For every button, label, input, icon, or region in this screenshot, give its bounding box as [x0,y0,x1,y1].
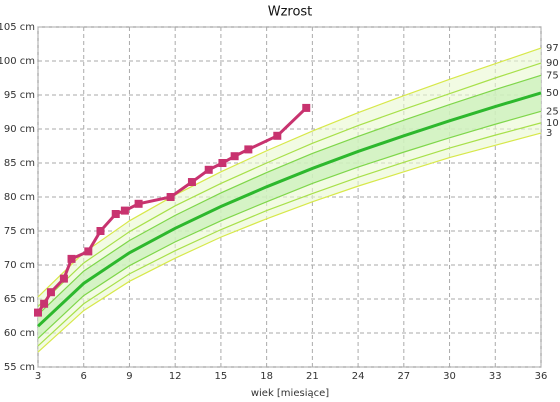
x-tick-label: 36 [535,371,548,382]
measurement-point [96,227,105,235]
y-tick-label: 70 cm [4,260,35,271]
percentile-label: 90 [546,58,559,69]
measurement-point [244,145,253,154]
percentile-band [38,48,541,353]
x-tick-label: 9 [126,371,132,382]
x-axis-label: wiek [miesiące] [251,388,329,399]
x-tick-label: 18 [260,371,273,382]
measurement-point [204,165,213,174]
x-tick-label: 21 [306,371,319,382]
x-tick-label: 12 [169,371,182,382]
x-tick-label: 15 [215,371,228,382]
measurement-point [84,247,93,256]
y-tick-label: 55 cm [4,362,35,373]
measurement-point [40,299,49,308]
y-tick-label: 60 cm [4,328,35,339]
y-tick-label: 90 cm [4,124,35,135]
y-tick-label: 65 cm [4,294,35,305]
measurement-point [34,308,42,317]
y-tick-label: 85 cm [4,158,35,169]
percentile-line [37,74,542,316]
y-tick-label: 80 cm [4,192,35,203]
percentile-line [37,132,542,353]
x-tick-label: 30 [443,371,456,382]
measurement-point [111,210,120,218]
x-tick-label: 6 [81,371,87,382]
measurement-point [134,199,143,208]
y-tick-label: 75 cm [4,226,35,237]
y-tick-label: 95 cm [4,90,35,101]
percentile-label: 97 [546,43,559,54]
measurement-point [302,103,311,112]
percentile-line [36,91,542,328]
percentile-line [37,110,542,339]
measurement-point [67,254,76,263]
y-tick-label: 100 cm [0,56,35,67]
percentile-label: 25 [546,106,559,117]
measurement-point [187,178,196,187]
measurement-point [120,206,129,215]
x-tick-label: 3 [35,371,41,382]
measurement-point [230,152,239,161]
measurement-point [166,193,175,201]
measurement-point [273,131,282,140]
x-tick-label: 33 [489,371,502,382]
percentile-line [37,62,542,307]
percentile-label: 10 [546,118,559,129]
measurement-point [46,288,55,297]
measurement-point [218,159,227,167]
percentile-line [37,47,542,298]
y-tick-label: 105 cm [0,22,35,33]
x-tick-label: 27 [397,371,410,382]
percentile-label: 50 [546,88,559,99]
chart-title: Wzrost [268,5,313,20]
percentile-band [38,75,541,339]
measurement-point [59,274,68,283]
percentile-label: 3 [546,128,552,139]
percentile-label: 75 [546,70,559,81]
percentile-line [37,122,542,347]
x-tick-label: 24 [352,371,365,382]
